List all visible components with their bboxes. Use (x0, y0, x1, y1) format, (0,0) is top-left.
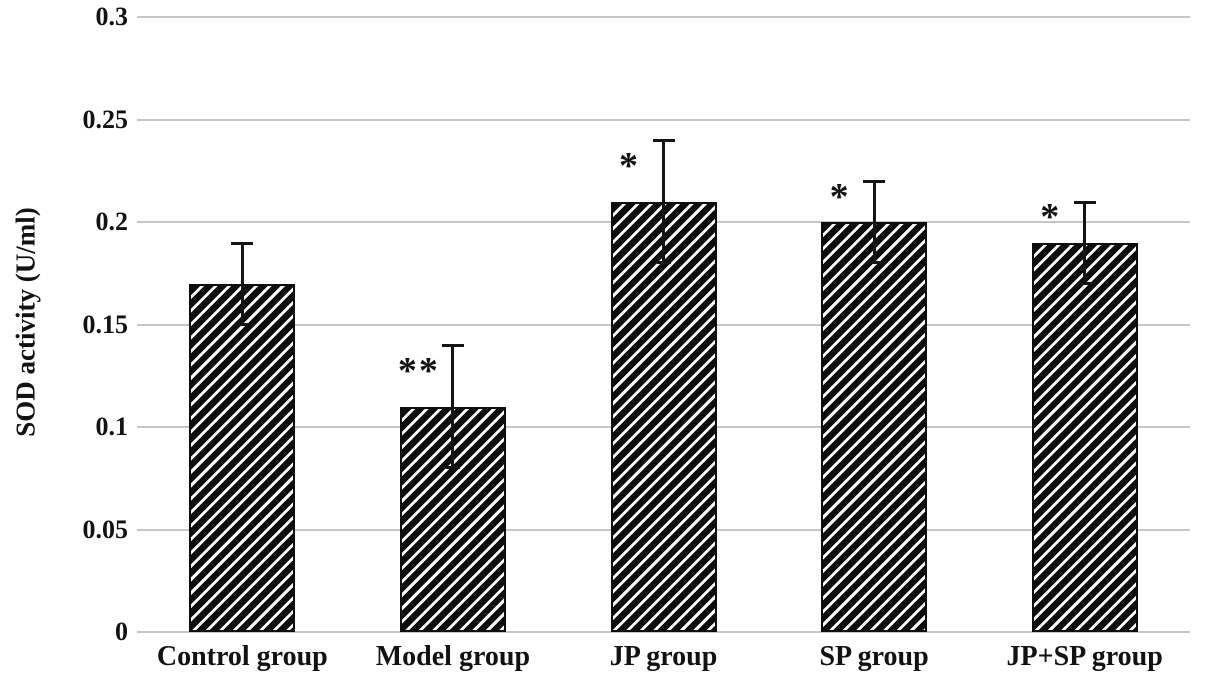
significance-marker: ** (397, 349, 440, 392)
error-bar-line (662, 140, 665, 263)
y-tick-label: 0.15 (82, 309, 129, 339)
error-bar-cap-bottom (867, 261, 882, 264)
x-axis-label: Model group (375, 641, 531, 672)
bar (610, 201, 717, 632)
gridline (137, 118, 1190, 121)
error-bar-cap-top (441, 344, 464, 347)
y-tick-label: 0 (115, 617, 128, 646)
error-bar-cap-top (231, 241, 254, 245)
error-bar-line (240, 242, 244, 325)
gridline (137, 631, 1190, 633)
significance-marker: * (1040, 196, 1062, 238)
x-axis-label: JP+SP group (1006, 641, 1163, 672)
y-tick-label: 0.2 (95, 207, 129, 236)
error-bar-cap-top (652, 139, 675, 142)
gridline (137, 16, 1190, 18)
error-bar-cap-bottom (656, 261, 671, 264)
y-tick-label: 0.05 (82, 514, 129, 544)
error-bar-cap-bottom (1077, 281, 1092, 285)
error-bar-cap-bottom (445, 466, 460, 469)
y-tick-label: 0.25 (82, 104, 129, 134)
bar (821, 222, 928, 632)
significance-marker: * (829, 175, 851, 218)
error-bar-line (872, 181, 876, 263)
bar (1031, 242, 1138, 632)
x-axis-label: JP group (609, 641, 718, 672)
error-bar-cap-top (1073, 200, 1096, 204)
error-bar-cap-bottom (235, 322, 250, 326)
y-tick-label: 0.1 (95, 412, 129, 441)
error-bar-line (1083, 201, 1087, 284)
error-bar-line (451, 345, 455, 468)
bar (189, 283, 296, 632)
error-bar-cap-top (863, 180, 886, 183)
significance-marker: * (619, 144, 640, 187)
y-tick-label: 0.3 (95, 2, 129, 31)
x-axis-label: Control group (156, 641, 328, 672)
x-axis-label: SP group (819, 641, 929, 672)
bar (399, 406, 506, 632)
